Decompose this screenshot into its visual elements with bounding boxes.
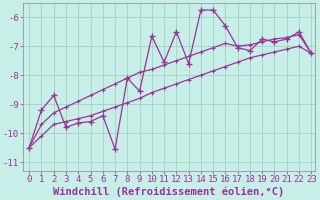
X-axis label: Windchill (Refroidissement éolien,°C): Windchill (Refroidissement éolien,°C) bbox=[53, 187, 285, 197]
